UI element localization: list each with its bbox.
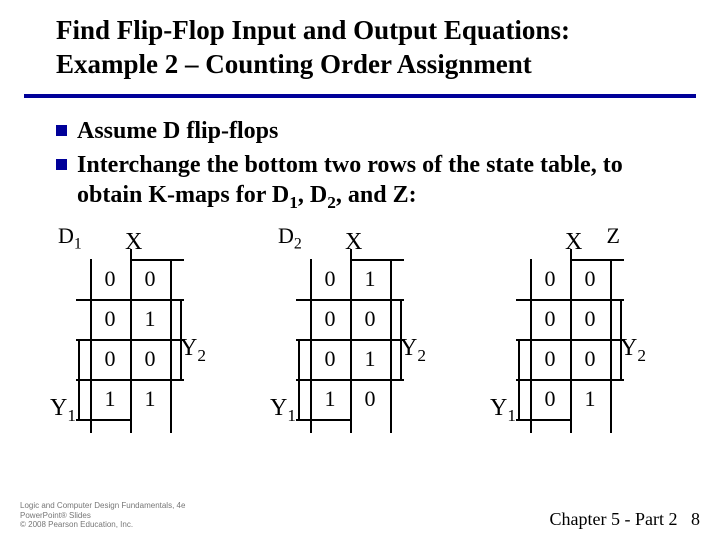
footer-page-info: Chapter 5 - Part 2 8 [550,509,700,530]
kmap-cell: 0 [530,339,570,379]
kmap-cell: 1 [130,379,170,419]
bullet-list: Assume D flip-flops Interchange the bott… [0,110,720,213]
kmap-cell: 0 [90,259,130,299]
y2-axis-label: Y2 [400,335,426,366]
title-line-1: Find Flip-Flop Input and Output Equation… [56,15,570,45]
kmap-cell: 0 [350,379,390,419]
x-axis-label: X [565,229,582,256]
bullet-text: Interchange the bottom two rows of the s… [77,150,680,213]
y2-axis-label: Y2 [180,335,206,366]
bullet-text: Assume D flip-flops [77,116,278,146]
kmap-cell: 0 [130,259,170,299]
kmap-cell: 1 [350,259,390,299]
kmap-z: Z X 0 0 0 0 0 0 0 1 Y2 Y1 [480,223,680,443]
kmap-cell: 0 [310,299,350,339]
kmap-cell: 0 [570,299,610,339]
chapter-label: Chapter 5 - Part 2 [550,509,678,529]
kmap-row: D1 X 0 0 0 1 0 0 1 1 Y2 Y1 [0,217,720,443]
kmap-cell: 1 [350,339,390,379]
kmap-cell: 0 [530,299,570,339]
kmap-cell: 0 [530,259,570,299]
y1-axis-label: Y1 [50,395,76,426]
kmap-title: Z [607,223,620,249]
kmap-d1: D1 X 0 0 0 1 0 0 1 1 Y2 Y1 [40,223,240,443]
x-axis-label: X [345,229,362,256]
kmap-cell: 0 [570,259,610,299]
y2-axis-label: Y2 [620,335,646,366]
kmap-cell: 1 [570,379,610,419]
kmap-cell: 0 [350,299,390,339]
title-line-2: Example 2 – Counting Order Assignment [56,49,532,79]
kmap-cell: 0 [570,339,610,379]
title-underline [24,94,696,98]
bullet-item: Assume D flip-flops [56,116,680,146]
footer-copyright: Logic and Computer Design Fundamentals, … [20,501,185,530]
page-number: 8 [691,509,700,529]
kmap-cell: 1 [130,299,170,339]
x-axis-label: X [125,229,142,256]
kmap-title: D2 [278,223,302,253]
kmap-cell: 0 [310,259,350,299]
bullet-item: Interchange the bottom two rows of the s… [56,150,680,213]
kmap-cell: 0 [130,339,170,379]
bullet-marker-icon [56,125,67,136]
bullet-marker-icon [56,159,67,170]
kmap-d2: D2 X 0 1 0 0 0 1 1 0 Y2 Y1 [260,223,460,443]
kmap-cell: 0 [90,339,130,379]
kmap-cell: 0 [530,379,570,419]
kmap-cell: 1 [310,379,350,419]
kmap-cell: 0 [90,299,130,339]
y1-axis-label: Y1 [270,395,296,426]
kmap-title: D1 [58,223,82,253]
kmap-cell: 1 [90,379,130,419]
kmap-cell: 0 [310,339,350,379]
y1-axis-label: Y1 [490,395,516,426]
slide-title: Find Flip-Flop Input and Output Equation… [0,0,720,90]
